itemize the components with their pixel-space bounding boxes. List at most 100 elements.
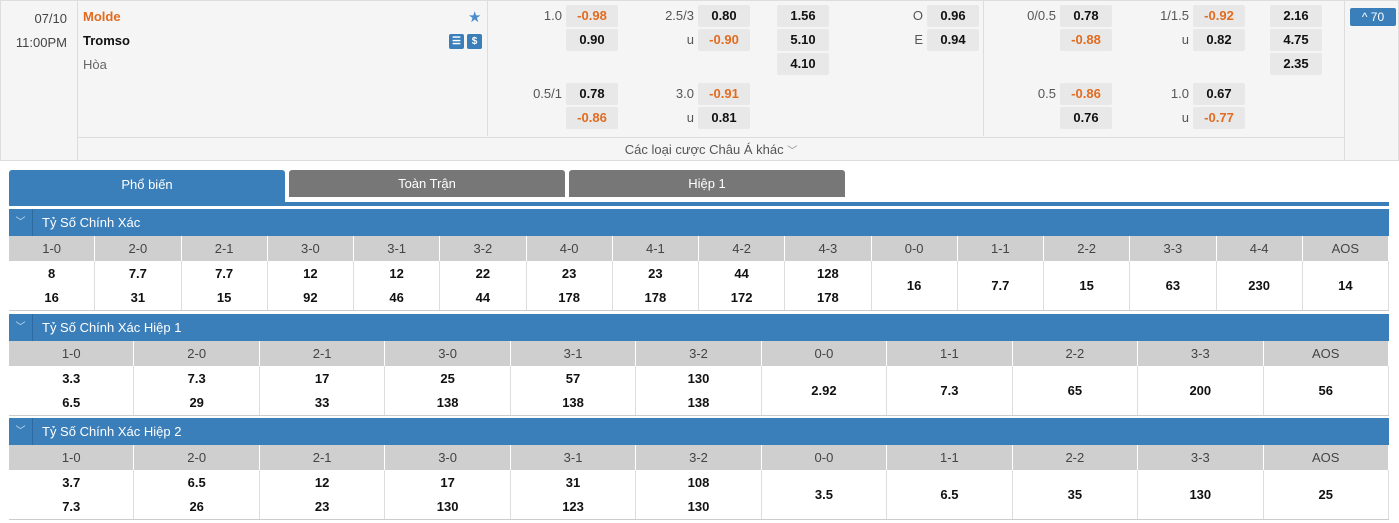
score-odds-value[interactable]: 23: [648, 265, 663, 281]
odds-value[interactable]: 2.35: [1270, 53, 1322, 75]
score-odds-value[interactable]: 128: [817, 265, 839, 281]
score-odds-value[interactable]: 178: [817, 289, 839, 305]
odds-value[interactable]: 0.76: [1060, 107, 1112, 129]
score-odds-value[interactable]: 130: [687, 370, 710, 386]
score-odds-value[interactable]: 17: [440, 474, 455, 490]
score-odds-value[interactable]: 57: [565, 370, 581, 386]
score-odds-value[interactable]: 230: [1248, 277, 1270, 293]
score-odds-value[interactable]: 16: [906, 277, 922, 293]
score-odds-value[interactable]: 138: [436, 394, 459, 410]
score-odds-value[interactable]: 3.3: [62, 370, 81, 386]
score-odds-value[interactable]: 31: [565, 474, 581, 490]
score-odds-value[interactable]: 138: [687, 394, 710, 410]
score-odds-value[interactable]: 130: [687, 498, 710, 514]
score-odds-value[interactable]: 7.7: [991, 277, 1010, 293]
score-odds-value[interactable]: 7.7: [128, 265, 147, 281]
score-odds-value[interactable]: 12: [314, 474, 330, 490]
score-odds-value[interactable]: 31: [130, 289, 146, 305]
score-odds-value[interactable]: 172: [730, 289, 753, 305]
score-odds-value[interactable]: 65: [1067, 382, 1083, 398]
score-odds-value[interactable]: 23: [314, 498, 330, 514]
tab-0[interactable]: Phổ biến: [9, 170, 285, 204]
score-odds-value[interactable]: 44: [475, 289, 491, 305]
odds-value[interactable]: -0.86: [566, 107, 618, 129]
dollar-icon[interactable]: $: [467, 34, 482, 49]
score-odds-value[interactable]: 3.5: [814, 486, 833, 502]
score-odds-value[interactable]: 130: [436, 498, 459, 514]
away-team[interactable]: Tromso: [83, 33, 130, 48]
odds-value[interactable]: 0.82: [1193, 29, 1245, 51]
score-odds-value[interactable]: 178: [644, 289, 667, 305]
odds-value[interactable]: 0.67: [1193, 83, 1245, 105]
section-header[interactable]: ﹀ Tỷ Số Chính Xác Hiệp 1: [9, 314, 1389, 341]
section-header[interactable]: ﹀ Tỷ Số Chính Xác Hiệp 2: [9, 418, 1389, 445]
score-odds-value[interactable]: 25: [1318, 486, 1333, 502]
odds-value[interactable]: 5.10: [777, 29, 829, 51]
odds-value[interactable]: -0.90: [698, 29, 750, 51]
odds-value[interactable]: -0.98: [566, 5, 618, 27]
score-odds-value[interactable]: 22: [475, 265, 491, 281]
score-odds-value[interactable]: 46: [389, 289, 404, 305]
score-odds-value[interactable]: 92: [303, 289, 318, 305]
odds-value[interactable]: -0.91: [698, 83, 750, 105]
home-team[interactable]: Molde: [83, 9, 121, 24]
odds-value[interactable]: 4.10: [777, 53, 829, 75]
score-odds-value[interactable]: 138: [562, 394, 584, 410]
odds-value[interactable]: 4.75: [1270, 29, 1322, 51]
score-odds-value[interactable]: 12: [303, 265, 318, 281]
chevron-down-icon[interactable]: ﹀: [9, 209, 33, 236]
score-odds-value[interactable]: 7.7: [215, 265, 234, 281]
score-odds-value[interactable]: 17: [314, 370, 330, 386]
odds-value[interactable]: 0.90: [566, 29, 618, 51]
odds-value[interactable]: 0.80: [698, 5, 750, 27]
odds-value[interactable]: 1.56: [777, 5, 829, 27]
score-odds-value[interactable]: 6.5: [187, 474, 206, 490]
favorite-star-icon[interactable]: ★: [468, 9, 482, 26]
odds-value[interactable]: -0.88: [1060, 29, 1112, 51]
score-odds-value[interactable]: 12: [389, 265, 404, 281]
score-odds-value[interactable]: 26: [189, 498, 204, 514]
chevron-down-icon[interactable]: ﹀: [9, 418, 33, 445]
score-odds-value[interactable]: 56: [1318, 382, 1333, 398]
score-odds-value[interactable]: 23: [561, 265, 577, 281]
score-odds-value[interactable]: 16: [44, 289, 59, 305]
stats-icon[interactable]: ☰: [449, 34, 464, 49]
score-odds-value[interactable]: 35: [1067, 486, 1083, 502]
section-header[interactable]: ﹀ Tỷ Số Chính Xác: [9, 209, 1389, 236]
score-odds-value[interactable]: 6.5: [62, 394, 81, 410]
score-odds-value[interactable]: 2.92: [811, 382, 837, 398]
score-odds-value[interactable]: 7.3: [62, 498, 81, 514]
odds-value[interactable]: -0.86: [1060, 83, 1112, 105]
odds-value[interactable]: 0.81: [698, 107, 750, 129]
odds-value[interactable]: 0.78: [1060, 5, 1112, 27]
expand-badge[interactable]: ^ 70: [1350, 8, 1396, 26]
score-odds-value[interactable]: 200: [1189, 382, 1212, 398]
score-odds-value[interactable]: 15: [1079, 277, 1094, 293]
score-odds-value[interactable]: 178: [558, 289, 580, 305]
odds-value[interactable]: 0.78: [566, 83, 618, 105]
score-odds-value[interactable]: 15: [216, 289, 232, 305]
odds-value[interactable]: 0.96: [927, 5, 979, 27]
score-odds-value[interactable]: 44: [734, 265, 749, 281]
odds-value[interactable]: 0.94: [927, 29, 979, 51]
tab-2[interactable]: Hiệp 1: [569, 170, 845, 197]
score-odds-value[interactable]: 130: [1189, 486, 1212, 502]
score-odds-value[interactable]: 29: [189, 394, 204, 410]
score-odds-value[interactable]: 7.3: [187, 370, 206, 386]
score-odds-value[interactable]: 108: [687, 474, 710, 490]
score-odds-value[interactable]: 33: [314, 394, 330, 410]
score-odds-value[interactable]: 6.5: [940, 486, 959, 502]
score-odds-value[interactable]: 25: [440, 370, 455, 386]
score-odds-value[interactable]: 14: [1338, 277, 1353, 293]
score-odds-value[interactable]: 3.7: [62, 474, 81, 490]
score-odds-value[interactable]: 8: [48, 265, 56, 281]
more-asian-odds-link[interactable]: Các loại cược Châu Á khác ﹀: [78, 137, 1344, 161]
score-odds-value[interactable]: 63: [1165, 277, 1181, 293]
score-odds-value[interactable]: 123: [562, 498, 584, 514]
chevron-down-icon[interactable]: ﹀: [9, 314, 33, 341]
tab-1[interactable]: Toàn Trận: [289, 170, 565, 197]
odds-value[interactable]: -0.92: [1193, 5, 1245, 27]
odds-value[interactable]: 2.16: [1270, 5, 1322, 27]
score-odds-value[interactable]: 7.3: [940, 382, 959, 398]
odds-value[interactable]: -0.77: [1193, 107, 1245, 129]
